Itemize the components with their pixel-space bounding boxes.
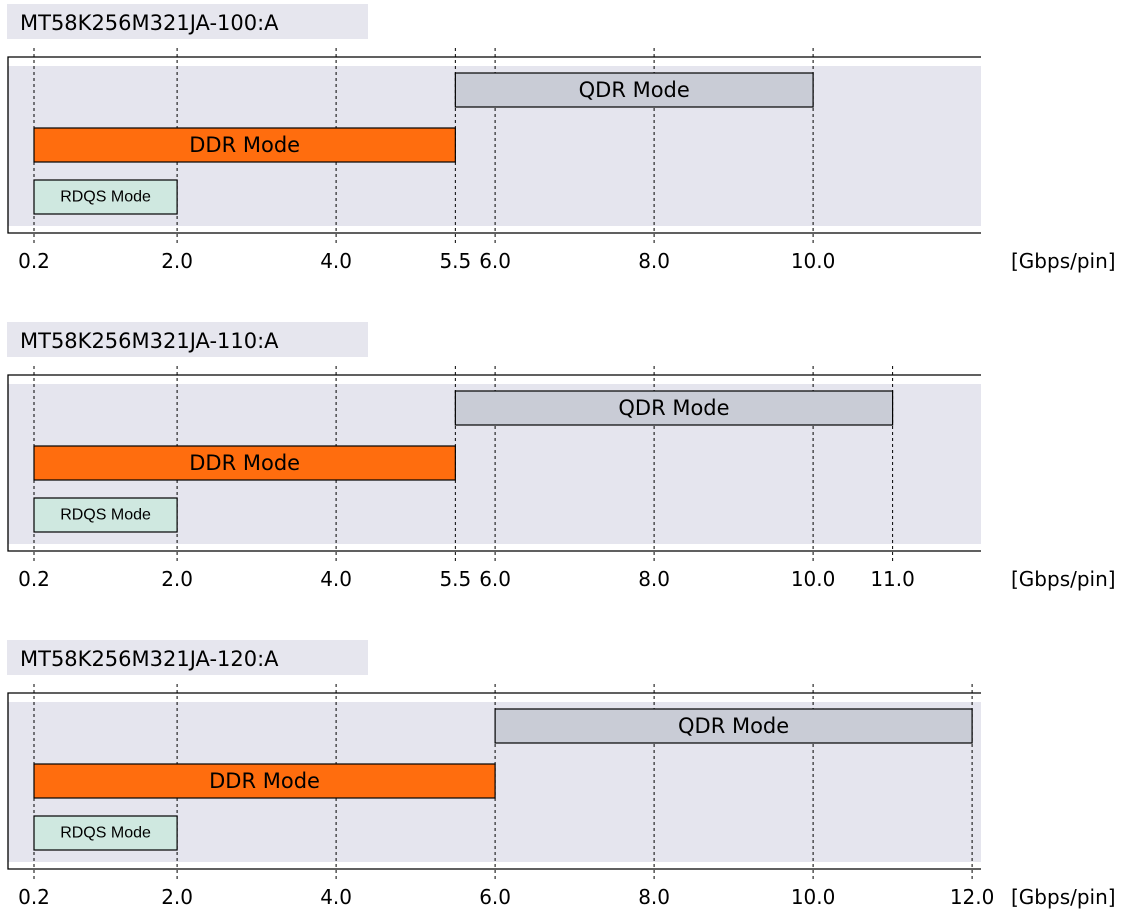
bar-label: RDQS Mode (60, 189, 151, 206)
bar-label: QDR Mode (678, 714, 789, 738)
x-tick-label: 6.0 (479, 885, 511, 909)
bar-ddr-mode (33, 763, 496, 799)
chart-panel-1: MT58K256M321JA-100:A QDR Mode DDR Mode RDQS… (7, 4, 1116, 273)
x-tick-label: 10.0 (791, 885, 836, 909)
bar-label: DDR Mode (209, 769, 320, 793)
bar-label: DDR Mode (189, 133, 300, 157)
x-tick-label: 10.0 (791, 249, 836, 273)
bar-qdr-mode (454, 72, 814, 108)
chart-panel-2: MT58K256M321JA-110:A QDR Mode DDR Mode RDQS… (7, 322, 1116, 591)
bar-ddr-mode (33, 445, 456, 481)
x-tick-label: 6.0 (479, 249, 511, 273)
bar-qdr-mode (454, 390, 894, 426)
x-tick-label: 2.0 (161, 249, 193, 273)
axis-frame (7, 374, 981, 552)
x-axis-unit: [Gbps/pin] (1011, 249, 1116, 273)
x-tick-label: 4.0 (320, 249, 352, 273)
x-tick-label: 6.0 (479, 567, 511, 591)
x-tick-label: 5.5 (439, 567, 471, 591)
axis-frame (7, 56, 981, 234)
x-tick-label: 8.0 (638, 885, 670, 909)
chart-title: MT58K256M321JA-110:A (20, 329, 279, 353)
x-tick-label: 8.0 (638, 567, 670, 591)
bar-label: RDQS Mode (60, 825, 151, 842)
x-tick-label: 12.0 (950, 885, 995, 909)
bar-label: QDR Mode (579, 78, 690, 102)
x-tick-label: 10.0 (791, 567, 836, 591)
x-tick-label: 0.2 (18, 249, 50, 273)
x-tick-label: 0.2 (18, 567, 50, 591)
x-axis-unit: [Gbps/pin] (1011, 567, 1116, 591)
x-tick-label: 0.2 (18, 885, 50, 909)
bar-rdqs-mode (33, 497, 178, 533)
bar-label: DDR Mode (189, 451, 300, 475)
bar-qdr-mode (494, 708, 973, 744)
x-tick-label: 8.0 (638, 249, 670, 273)
bar-rdqs-mode (33, 179, 178, 215)
x-tick-label: 2.0 (161, 885, 193, 909)
chart-title-background (7, 4, 368, 39)
chart-title-background (7, 640, 368, 675)
x-axis-unit: [Gbps/pin] (1011, 885, 1116, 909)
x-tick-label: 5.5 (439, 249, 471, 273)
chart-title: MT58K256M321JA-100:A (20, 11, 279, 35)
bar-label: QDR Mode (618, 396, 729, 420)
bar-rdqs-mode (33, 815, 178, 851)
bar-label: RDQS Mode (60, 507, 151, 524)
chart-panel-3: MT58K256M321JA-120:A QDR Mode DDR Mode RDQS… (7, 640, 1116, 909)
chart-title-background (7, 322, 368, 357)
x-tick-label: 2.0 (161, 567, 193, 591)
x-tick-label: 4.0 (320, 885, 352, 909)
bar-ddr-mode (33, 127, 456, 163)
axis-frame (7, 692, 981, 870)
x-tick-label: 11.0 (870, 567, 915, 591)
x-tick-label: 4.0 (320, 567, 352, 591)
chart-title: MT58K256M321JA-120:A (20, 647, 279, 671)
